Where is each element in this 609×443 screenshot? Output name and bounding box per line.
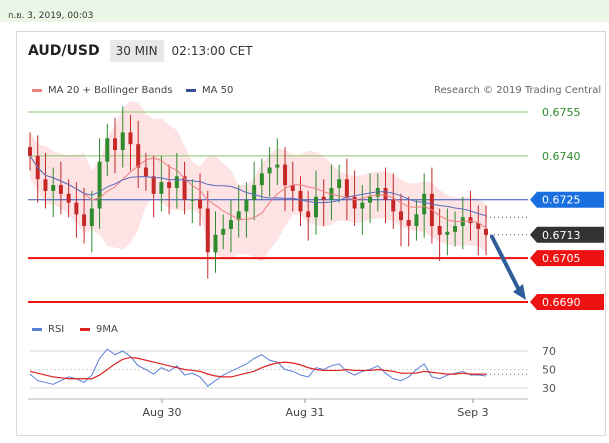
timeframe-badge[interactable]: 30 MIN: [109, 40, 164, 62]
candle: [182, 176, 187, 200]
candle: [375, 188, 380, 197]
candle: [58, 185, 63, 194]
candle: [28, 147, 32, 156]
candle: [228, 220, 233, 229]
legend-9ma-label: 9MA: [96, 324, 118, 335]
rsi-swatch: [32, 328, 42, 331]
candle: [468, 217, 473, 224]
rsi-line: [29, 348, 487, 387]
candle: [136, 144, 141, 168]
rsi-tick-2: 30: [542, 382, 556, 395]
candle: [159, 182, 164, 194]
candle: [213, 234, 218, 253]
legend-9ma: 9MA: [80, 324, 118, 335]
price-label-bg-2: [530, 191, 604, 208]
ma20-swatch: [32, 89, 42, 92]
candle: [82, 214, 87, 226]
candle: [198, 199, 203, 209]
candle: [437, 226, 442, 235]
price-label-bg-4: [530, 250, 604, 267]
candle: [174, 176, 179, 188]
price-label-bg-5: [530, 294, 604, 310]
candle: [252, 185, 257, 200]
legend-rsi: RSI: [32, 324, 64, 335]
rsi-tick-1: 50: [542, 364, 556, 377]
candle: [128, 132, 133, 145]
ma20-line: [29, 155, 487, 229]
candle: [74, 202, 79, 215]
candle: [383, 188, 388, 200]
candle: [190, 199, 195, 201]
price-label-2: 0.6725: [542, 194, 581, 207]
candle: [298, 190, 303, 212]
price-label-5: 0.6690: [542, 296, 581, 309]
candle: [236, 211, 241, 221]
candle: [275, 164, 280, 168]
legend-ma50: MA 50: [186, 85, 233, 96]
legend-rsi-label: RSI: [48, 324, 65, 335]
candle: [167, 182, 172, 188]
ma50-swatch: [186, 89, 196, 92]
legend-ma20-label: MA 20 + Bollinger Bands: [48, 85, 173, 96]
candle: [344, 179, 349, 197]
candle: [484, 228, 488, 235]
candle: [422, 193, 427, 215]
candle: [120, 132, 125, 150]
legend-ma50-label: MA 50: [202, 85, 234, 96]
candle: [89, 208, 94, 226]
chart-header: AUD/USD 30 MIN 02:13:00 CET: [28, 38, 253, 64]
candle: [205, 208, 210, 253]
candle: [267, 167, 272, 174]
price-label-1: 0.6740: [542, 150, 581, 163]
candle: [244, 199, 249, 212]
candle: [352, 196, 357, 209]
chart-time: 02:13:00 CET: [171, 44, 253, 58]
candle: [51, 185, 56, 191]
price-label-0: 0.6755: [542, 106, 581, 119]
candle: [476, 223, 481, 229]
currency-pair: AUD/USD: [28, 43, 100, 59]
candle: [306, 211, 311, 218]
candle: [368, 196, 373, 203]
x-tick-label-2: Sep 3: [457, 406, 488, 419]
candle: [97, 161, 102, 209]
candle: [313, 196, 318, 218]
candle: [406, 220, 411, 226]
rsi-ma-line: [29, 356, 486, 380]
ma9-swatch: [80, 328, 90, 331]
forecast-arrowhead: [513, 284, 526, 300]
candle: [360, 202, 365, 209]
price-label-bg-3: [530, 226, 604, 243]
candle: [105, 138, 110, 162]
candle: [66, 193, 71, 203]
timestamp-bar: ก.ย. 3, 2019, 00:03: [0, 0, 609, 22]
candle: [321, 196, 326, 200]
candle: [259, 173, 264, 186]
candle: [453, 226, 458, 232]
candle: [445, 231, 450, 235]
legend-ma20: MA 20 + Bollinger Bands: [32, 85, 172, 96]
forecast-arrow: [490, 234, 522, 294]
x-tick-label-0: Aug 30: [143, 406, 182, 419]
candle: [43, 179, 48, 191]
candle: [398, 211, 403, 221]
x-tick-label-1: Aug 31: [286, 406, 325, 419]
price-label-4: 0.6705: [542, 252, 581, 265]
candle: [290, 185, 295, 191]
research-credit: Research © 2019 Trading Central: [434, 85, 602, 96]
candle: [143, 167, 148, 177]
candle: [283, 164, 288, 186]
candle: [113, 138, 118, 150]
candle: [151, 176, 156, 194]
price-label-3: 0.6713: [542, 229, 581, 242]
bollinger-band: [30, 100, 486, 263]
candle: [414, 214, 419, 226]
ma50-line: [29, 155, 487, 217]
rsi-tick-0: 70: [542, 345, 556, 358]
candle: [337, 179, 342, 188]
candle: [221, 228, 226, 235]
timestamp: ก.ย. 3, 2019, 00:03: [8, 11, 94, 21]
candle: [391, 199, 396, 212]
